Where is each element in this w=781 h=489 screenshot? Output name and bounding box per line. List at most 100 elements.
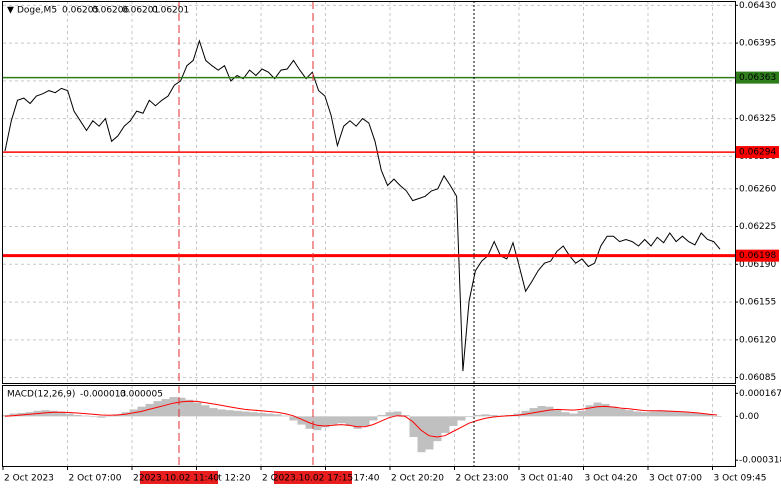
overlay <box>3 1 735 466</box>
macd-bar <box>689 412 698 417</box>
macd-bar <box>577 410 586 417</box>
macd-bar <box>673 411 682 417</box>
macd-bar <box>457 416 466 421</box>
level-label: 0.06294 <box>739 148 776 158</box>
macd-bar <box>193 402 202 417</box>
macd-bar <box>353 416 362 429</box>
macd-bar <box>265 413 274 417</box>
macd-bar <box>713 416 722 418</box>
y-tick-label: -0.000318 <box>739 456 781 466</box>
x-tick-label: 2 Oct 12:20 <box>198 474 251 484</box>
level-label-box <box>736 146 779 159</box>
marker-box <box>274 471 352 484</box>
macd-bar <box>145 403 154 417</box>
macd-bar <box>481 414 490 417</box>
macd-bar <box>601 403 610 417</box>
macd-bar <box>609 406 618 417</box>
macd-bar <box>697 413 706 417</box>
macd-bar <box>337 416 346 424</box>
x-tick-label: 2 Oct 07:00 <box>69 474 122 484</box>
signal-line <box>4 400 718 438</box>
level-label: 0.06363 <box>739 73 776 83</box>
macd-bar <box>553 409 562 417</box>
macd-bar <box>321 416 330 428</box>
macd-bar <box>377 414 386 417</box>
macd-bar <box>249 412 258 417</box>
x-tick-label: 2 Oct 23:00 <box>456 474 509 484</box>
x-tick-label: 2 Oct 2023 <box>4 474 54 484</box>
macd-bar <box>593 402 602 417</box>
macd-bar <box>1 414 10 417</box>
macd-bar <box>473 414 482 417</box>
y-tick-label: 0.06325 <box>739 114 776 124</box>
macd-bar <box>449 416 458 426</box>
marker-label: 2023.10.02 17:15 <box>273 474 353 484</box>
macd-bar <box>585 405 594 417</box>
macd-value: 0.000005 <box>120 390 163 400</box>
y-tick-label: 0.00 <box>739 412 759 422</box>
macd-bar <box>665 410 674 417</box>
macd-bar <box>425 416 434 450</box>
grid <box>3 1 735 466</box>
marker-box <box>140 471 218 484</box>
macd-bar <box>81 415 90 417</box>
macd-bar <box>153 401 162 417</box>
macd-bar <box>185 399 194 417</box>
macd-bar <box>257 412 266 417</box>
macd-bar <box>9 413 18 417</box>
macd-bar <box>529 408 538 417</box>
macd-bar <box>241 411 250 417</box>
y-tick-label: 0.000167 <box>739 389 781 399</box>
x-tick-label: 2 Oct 17:40 <box>327 474 380 484</box>
macd-bar <box>649 411 658 417</box>
macd-bar <box>641 412 650 417</box>
macd-bar <box>233 410 242 417</box>
macd-bar <box>433 416 442 442</box>
macd-bar <box>97 416 106 418</box>
ohlc-value: 0.06205 <box>62 6 99 16</box>
x-tick-label: 3 Oct 01:40 <box>520 474 573 484</box>
macd-bar <box>681 412 690 417</box>
y-tick-label: 0.06155 <box>739 298 776 308</box>
macd-pane-frame <box>2 385 736 467</box>
price-pane-frame <box>2 1 736 384</box>
macd-bar <box>217 409 226 417</box>
macd-bar <box>561 412 570 417</box>
marker-label: 2023.10.02 11:40 <box>139 474 220 484</box>
x-tick-label: 2 Oct 20:20 <box>391 474 444 484</box>
macd-bar <box>57 411 66 417</box>
macd-bar <box>617 408 626 417</box>
x-tick-label: 3 Oct 04:20 <box>585 474 638 484</box>
y-tick-label: 0.06395 <box>739 39 776 49</box>
macd-bar <box>329 416 338 425</box>
macd-bar <box>105 416 114 417</box>
macd-bar <box>169 397 178 417</box>
ohlc-value: 0.06201 <box>152 6 189 16</box>
macd-bar <box>289 416 298 421</box>
level-label: 0.06198 <box>739 251 776 261</box>
level-label-box <box>736 249 779 262</box>
macd-bar <box>161 399 170 417</box>
macd-bar <box>201 405 210 417</box>
plot <box>1 39 722 453</box>
macd-bar <box>521 410 530 417</box>
macd-bar <box>633 411 642 417</box>
macd-name: MACD(12,26,9) <box>7 390 75 400</box>
macd-bar <box>385 412 394 417</box>
macd-bar <box>225 410 234 417</box>
macd-bar <box>89 416 98 418</box>
macd-bar <box>345 416 354 426</box>
macd-bar <box>465 416 474 418</box>
macd-bar <box>209 408 218 417</box>
macd-bar <box>369 416 378 421</box>
price-line <box>4 39 721 372</box>
header-arrow: ▼ <box>7 6 14 16</box>
macd-bar <box>417 416 426 453</box>
y-tick-label: 0.06190 <box>739 260 776 270</box>
ohlc-value: 0.06201 <box>122 6 159 16</box>
ohlc-value: 0.06206 <box>92 6 129 16</box>
y-tick-label: 0.06120 <box>739 335 776 345</box>
y-tick-label: 0.06430 <box>739 1 776 11</box>
y-tick-label: 0.06085 <box>739 373 776 383</box>
